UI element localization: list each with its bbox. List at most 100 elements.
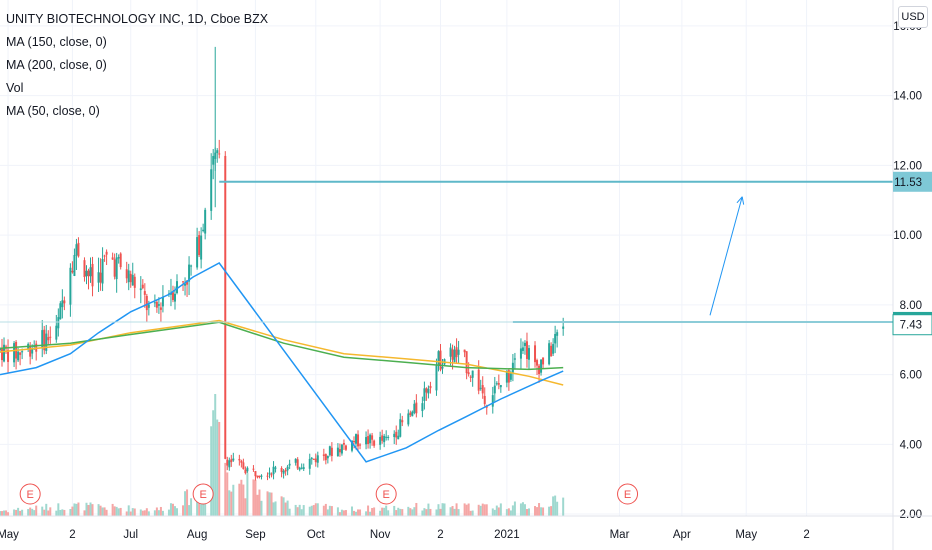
candle-body — [171, 292, 174, 300]
candle-body — [441, 366, 444, 369]
legend-ma-50[interactable]: MA (50, close, 0) — [6, 104, 100, 118]
volume-bar — [425, 509, 428, 516]
candle-body — [540, 359, 543, 373]
candle-body — [423, 388, 426, 401]
candle-body — [387, 436, 390, 438]
y-tick-label: 4.00 — [900, 439, 922, 451]
candle-body — [127, 270, 130, 283]
volume-bar — [143, 510, 146, 516]
volume-bar — [314, 503, 317, 516]
volume-bar — [519, 503, 522, 516]
earnings-label: E — [199, 489, 206, 501]
candle-body — [308, 458, 311, 469]
volume-bar — [463, 503, 466, 516]
candle-body — [232, 458, 235, 461]
volume-bar — [483, 504, 486, 516]
volume-bar — [182, 505, 185, 516]
price-axis[interactable]: 16.0014.0012.0010.008.006.004.002.0011.5… — [892, 0, 932, 550]
candle-body — [200, 235, 203, 260]
candle-body — [190, 265, 193, 267]
candle-body — [288, 463, 291, 466]
volume-bar — [336, 507, 339, 516]
volume-bar — [153, 510, 156, 516]
candle-body — [29, 346, 32, 357]
earnings-marker — [617, 483, 639, 505]
candle-body — [477, 369, 480, 391]
symbol-title[interactable]: UNITY BIOTECHNOLOGY INC, 1D, Cboe BZX — [6, 12, 269, 26]
volume-bar — [119, 507, 122, 516]
candle-body — [101, 258, 104, 284]
candle-body — [5, 346, 8, 348]
volume-bar — [383, 507, 386, 516]
candle-body — [465, 351, 468, 374]
volume-bar — [57, 503, 60, 516]
volume-bar — [133, 508, 136, 516]
volume-bar — [47, 510, 50, 516]
candle-body — [425, 388, 428, 393]
legend-ma-150[interactable]: MA (150, close, 0) — [6, 35, 107, 49]
volume-bar — [312, 505, 315, 516]
trend-arrow[interactable] — [709, 196, 745, 316]
volume-bar — [256, 494, 259, 516]
legend-vol[interactable]: Vol — [6, 81, 24, 95]
volume-bar — [210, 426, 213, 516]
volume-bar — [190, 498, 193, 516]
candle-body — [115, 257, 118, 280]
candle-body — [155, 301, 158, 308]
volume-bar — [554, 495, 557, 516]
ma-150-line — [0, 321, 564, 371]
volume-bar — [316, 503, 319, 516]
volume-bar — [115, 506, 118, 516]
horizontal-lines[interactable] — [0, 180, 893, 323]
volume-bar — [266, 491, 269, 516]
volume-bar — [310, 505, 313, 516]
price-label-box — [892, 314, 932, 336]
volume-bar — [230, 491, 233, 516]
candle-body — [322, 454, 325, 456]
arrow-head — [736, 196, 743, 204]
volume-bar — [353, 510, 355, 516]
candle-body — [342, 443, 345, 445]
y-tick-label: 8.00 — [900, 300, 922, 312]
ma-50-line — [0, 262, 564, 463]
candle-body — [536, 360, 539, 366]
candle-body — [286, 466, 289, 471]
candle-body — [491, 395, 494, 407]
volume-bar — [324, 503, 327, 516]
legend-ma-200[interactable]: MA (200, close, 0) — [6, 58, 107, 72]
x-tick-label: Nov — [370, 529, 391, 541]
candle-body — [258, 475, 261, 478]
time-axis[interactable]: May 2 Jul Aug Sep Oct Nov 2 2021 Mar Apr May 2 — [0, 515, 932, 541]
volume-bar — [453, 508, 456, 516]
candle-body — [186, 280, 189, 285]
volume-bar — [369, 511, 372, 516]
candle-body — [326, 455, 329, 459]
volume-bar — [481, 503, 484, 516]
earnings-marker — [375, 483, 397, 505]
candle-body — [280, 468, 283, 472]
volume-bar — [395, 510, 398, 516]
candle-body — [105, 251, 108, 255]
candle-body — [493, 385, 496, 394]
candle-body — [562, 326, 565, 329]
volume-bar — [509, 510, 512, 516]
volume-bar — [365, 511, 368, 516]
candle-body — [495, 383, 498, 385]
candle-body — [111, 257, 114, 260]
candle-body — [499, 385, 502, 388]
volume-bar — [536, 507, 539, 516]
candle-body — [184, 283, 187, 286]
volume-bar — [15, 509, 18, 516]
candle-body — [429, 385, 432, 389]
candle-body — [554, 334, 557, 344]
candle-body — [509, 373, 512, 380]
candle-body — [266, 475, 269, 477]
currency-button[interactable]: USD — [898, 6, 928, 28]
candle-body — [103, 255, 106, 257]
volume-bar — [272, 502, 275, 516]
candle-body — [455, 347, 458, 358]
volume-bar — [27, 509, 30, 516]
candle-body — [395, 431, 398, 438]
